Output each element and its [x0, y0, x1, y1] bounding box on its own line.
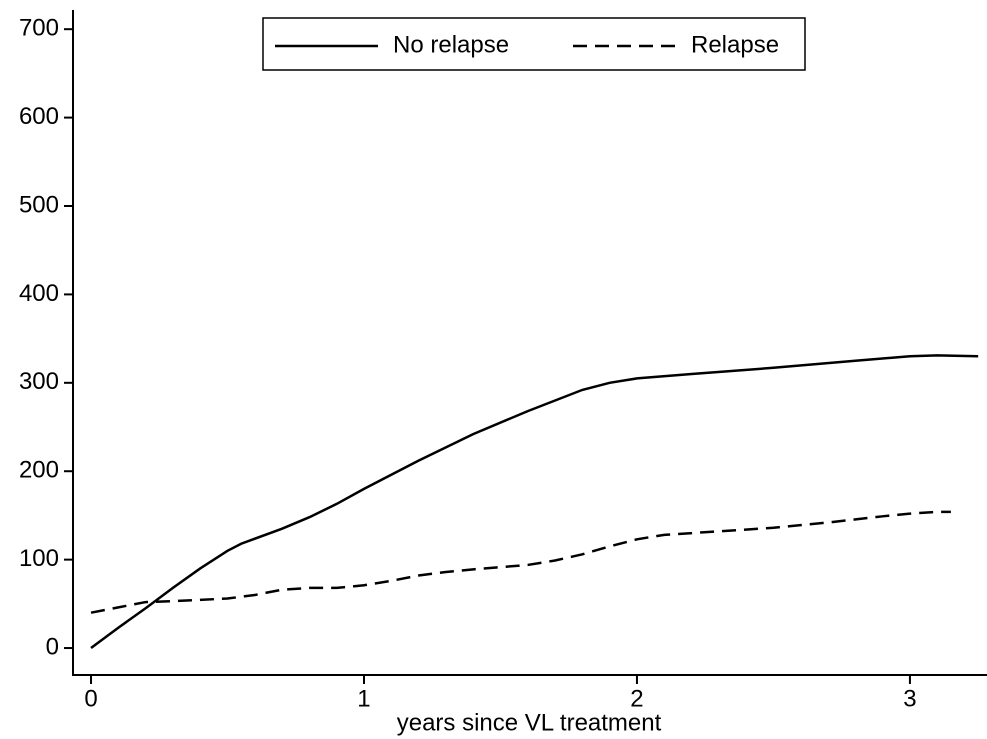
- y-tick-label: 600: [19, 103, 59, 130]
- legend: [262, 17, 806, 71]
- legend-label: No relapse: [393, 31, 509, 58]
- legend-label: Relapse: [691, 31, 779, 58]
- y-tick-label: 300: [19, 368, 59, 395]
- x-tick-label: 0: [84, 685, 97, 712]
- y-tick-label: 500: [19, 191, 59, 218]
- x-axis-title: years since VL treatment: [397, 709, 662, 736]
- x-tick-label: 2: [630, 685, 643, 712]
- y-tick-label: 0: [46, 633, 59, 660]
- y-tick-label: 200: [19, 457, 59, 484]
- line: [90, 510, 951, 614]
- y-tick-label: 400: [19, 280, 59, 307]
- y-tick-label: 100: [19, 545, 59, 572]
- x-tick-label: 3: [903, 685, 916, 712]
- x-tick-label: 1: [357, 685, 370, 712]
- y-tick-label: 700: [19, 15, 59, 42]
- line: [90, 354, 979, 650]
